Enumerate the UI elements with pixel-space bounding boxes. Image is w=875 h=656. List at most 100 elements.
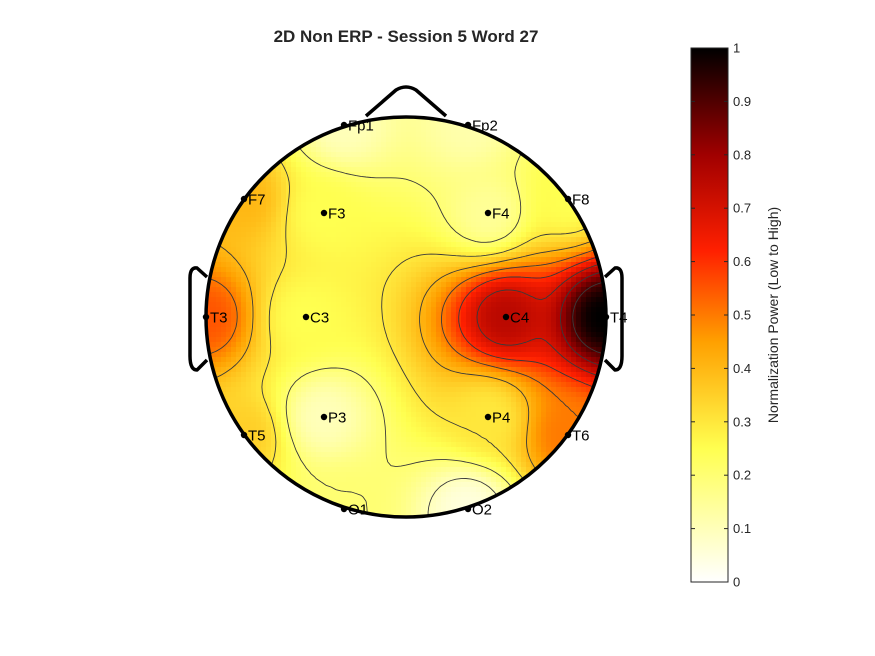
heat-cell <box>476 437 482 443</box>
heat-cell <box>471 312 477 318</box>
heat-cell <box>356 202 362 208</box>
heat-cell <box>561 247 567 253</box>
heat-cell <box>461 352 467 358</box>
heat-cell <box>471 432 477 438</box>
heat-cell <box>251 262 257 268</box>
heat-cell <box>506 382 512 388</box>
heat-cell <box>316 177 322 183</box>
heat-cell <box>331 132 337 138</box>
heat-cell <box>346 207 352 213</box>
heat-cell <box>316 447 322 453</box>
heat-cell <box>486 442 492 448</box>
heat-cell <box>531 292 537 298</box>
heat-cell <box>401 147 407 153</box>
heat-cell <box>441 382 447 388</box>
heat-cell <box>451 317 457 323</box>
heat-cell <box>526 322 532 328</box>
heat-cell <box>466 417 472 423</box>
heat-cell <box>341 202 347 208</box>
heat-cell <box>411 437 417 443</box>
heat-cell <box>346 227 352 233</box>
heat-cell <box>346 362 352 368</box>
heat-cell <box>501 327 507 333</box>
heat-cell <box>266 302 272 308</box>
heat-cell <box>241 332 247 338</box>
heat-cell <box>491 412 497 418</box>
heat-cell <box>591 262 597 268</box>
heat-cell <box>301 172 307 178</box>
heat-cell <box>416 407 422 413</box>
heat-cell <box>246 197 252 203</box>
heat-cell <box>511 292 517 298</box>
heat-cell <box>296 337 302 343</box>
heat-cell <box>336 247 342 253</box>
heat-cell <box>371 167 377 173</box>
heat-cell <box>501 182 507 188</box>
heat-cell <box>251 307 257 313</box>
heat-cell <box>221 272 227 278</box>
heat-cell <box>481 342 487 348</box>
heat-cell <box>326 257 332 263</box>
heat-cell <box>261 452 267 458</box>
heat-cell <box>581 362 587 368</box>
heat-cell <box>391 412 397 418</box>
heat-cell <box>236 337 242 343</box>
heat-cell <box>236 432 242 438</box>
heat-cell <box>331 412 337 418</box>
heat-cell <box>356 207 362 213</box>
heat-cell <box>286 437 292 443</box>
heat-cell <box>331 262 337 268</box>
heat-cell <box>346 232 352 238</box>
heat-cell <box>376 207 382 213</box>
heat-cell <box>306 442 312 448</box>
heat-cell <box>476 252 482 258</box>
heat-cell <box>471 362 477 368</box>
heat-cell <box>596 312 602 318</box>
heat-cell <box>506 467 512 473</box>
heat-cell <box>406 187 412 193</box>
heat-cell <box>441 417 447 423</box>
heat-cell <box>541 217 547 223</box>
heat-cell <box>421 277 427 283</box>
heat-cell <box>421 382 427 388</box>
heat-cell <box>261 332 267 338</box>
heat-cell <box>256 247 262 253</box>
heat-cell <box>316 357 322 363</box>
heat-cell <box>276 417 282 423</box>
heat-cell <box>571 292 577 298</box>
heat-cell <box>216 232 222 238</box>
heat-cell <box>531 252 537 258</box>
heat-cell <box>561 327 567 333</box>
heat-cell <box>441 202 447 208</box>
heat-cell <box>301 467 307 473</box>
heat-cell <box>431 142 437 148</box>
heat-cell <box>291 162 297 168</box>
heat-cell <box>301 307 307 313</box>
heat-cell <box>581 352 587 358</box>
heat-cell <box>281 162 287 168</box>
heat-cell <box>341 447 347 453</box>
heat-cell <box>456 307 462 313</box>
heat-cell <box>276 177 282 183</box>
heat-cell <box>426 212 432 218</box>
heat-cell <box>396 312 402 318</box>
heat-cell <box>521 147 527 153</box>
heat-cell <box>516 222 522 228</box>
heat-cell <box>306 362 312 368</box>
heat-cell <box>221 377 227 383</box>
heat-cell <box>431 357 437 363</box>
heat-cell <box>561 282 567 288</box>
heat-cell <box>486 422 492 428</box>
heat-cell <box>591 357 597 363</box>
heat-cell <box>291 207 297 213</box>
heat-cell <box>591 232 597 238</box>
heat-cell <box>476 352 482 358</box>
heat-cell <box>221 357 227 363</box>
heat-cell <box>466 227 472 233</box>
heat-cell <box>346 392 352 398</box>
heat-cell <box>551 432 557 438</box>
heat-cell <box>326 187 332 193</box>
heat-cell <box>256 222 262 228</box>
heat-cell <box>206 367 212 373</box>
heat-cell <box>466 292 472 298</box>
